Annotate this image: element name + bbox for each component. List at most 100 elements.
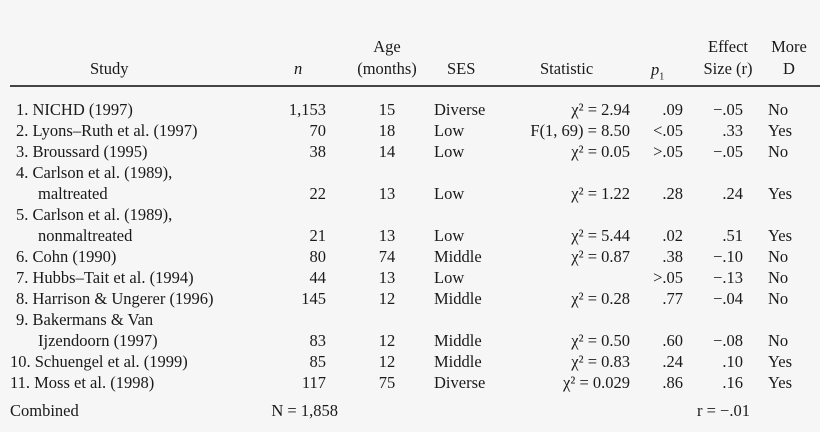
age-months: 74 xyxy=(378,247,396,266)
ses: Low xyxy=(434,268,465,287)
p-value: .60 xyxy=(662,331,683,350)
header-study: Study xyxy=(90,59,129,78)
effect-size: −.08 xyxy=(713,331,743,350)
effect-size: .24 xyxy=(722,184,743,203)
p-value: .86 xyxy=(662,373,683,392)
combined-n: N = 1,858 xyxy=(271,401,338,420)
sample-size: 70 xyxy=(309,121,327,140)
more-d: Yes xyxy=(768,121,793,140)
more-d: No xyxy=(768,247,789,266)
more-d: Yes xyxy=(768,184,793,203)
header-age-line2: (months) xyxy=(357,59,417,78)
header-rule xyxy=(10,85,820,87)
ses: Diverse xyxy=(434,373,486,392)
age-months: 13 xyxy=(378,226,396,245)
study-name: 2. Lyons–Ruth et al. (1997) xyxy=(16,121,198,140)
header-n: n xyxy=(294,59,303,78)
ses: Middle xyxy=(434,247,482,266)
more-d: No xyxy=(768,331,789,350)
study-name: 5. Carlson et al. (1989), xyxy=(16,205,173,224)
study-name-continued: maltreated xyxy=(38,184,108,203)
age-months: 75 xyxy=(378,373,396,392)
header-more-line2: D xyxy=(783,59,795,78)
p-value: .28 xyxy=(662,184,683,203)
sample-size: 117 xyxy=(301,373,326,392)
ses: Middle xyxy=(434,352,482,371)
p-value: >.05 xyxy=(653,142,683,161)
age-months: 14 xyxy=(378,142,396,161)
ses: Middle xyxy=(434,289,482,308)
age-months: 12 xyxy=(378,289,396,308)
more-d: Yes xyxy=(768,352,793,371)
age-months: 18 xyxy=(378,121,396,140)
header-ses: SES xyxy=(447,59,476,78)
header-more-line1: More xyxy=(771,37,807,56)
age-months: 13 xyxy=(378,184,396,203)
effect-size: .33 xyxy=(722,121,743,140)
ses: Low xyxy=(434,226,465,245)
statistic: χ² = 0.50 xyxy=(571,331,630,350)
sample-size: 21 xyxy=(309,226,327,245)
effect-size: −.10 xyxy=(713,247,743,266)
study-name: 4. Carlson et al. (1989), xyxy=(16,163,173,182)
sample-size: 22 xyxy=(309,184,327,203)
statistic: χ² = 0.029 xyxy=(563,373,630,392)
header-effect-line2: Size (r) xyxy=(703,59,753,78)
more-d: No xyxy=(768,142,789,161)
effect-size: −.05 xyxy=(713,142,743,161)
age-months: 12 xyxy=(378,352,396,371)
combined-effect: r = −.01 xyxy=(697,401,750,420)
ses: Diverse xyxy=(434,100,486,119)
p-value: .09 xyxy=(662,100,683,119)
statistic: χ² = 0.05 xyxy=(571,142,630,161)
study-name: 7. Hubbs–Tait et al. (1994) xyxy=(16,268,194,287)
statistic: χ² = 1.22 xyxy=(571,184,630,203)
p-value: <.05 xyxy=(653,121,683,140)
ses: Middle xyxy=(434,331,482,350)
study-name: 3. Broussard (1995) xyxy=(16,142,148,161)
p-value: >.05 xyxy=(653,268,683,287)
header-p: p1 xyxy=(651,60,665,83)
header-effect-line1: Effect xyxy=(707,37,748,56)
p-value: .38 xyxy=(662,247,683,266)
study-name: 11. Moss et al. (1998) xyxy=(10,373,155,392)
study-name: 6. Cohn (1990) xyxy=(16,247,117,266)
ses: Low xyxy=(434,184,465,203)
sample-size: 44 xyxy=(309,268,327,287)
header-age-line1: Age xyxy=(373,37,401,56)
study-name-continued: Ijzendoorn (1997) xyxy=(38,331,158,350)
ses: Low xyxy=(434,142,465,161)
sample-size: 145 xyxy=(301,289,326,308)
statistic: χ² = 0.83 xyxy=(571,352,630,371)
combined-label: Combined xyxy=(10,401,79,420)
more-d: No xyxy=(768,289,789,308)
p-value: .77 xyxy=(662,289,683,308)
statistic: F(1, 69) = 8.50 xyxy=(530,121,630,140)
more-d: Yes xyxy=(768,226,793,245)
sample-size: 38 xyxy=(309,142,327,161)
p-value: .02 xyxy=(662,226,683,245)
sample-size: 85 xyxy=(309,352,327,371)
statistic: χ² = 0.28 xyxy=(571,289,630,308)
sample-size: 1,153 xyxy=(288,100,326,119)
ses: Low xyxy=(434,121,465,140)
effect-size: −.04 xyxy=(713,289,743,308)
effect-size: .16 xyxy=(722,373,743,392)
p-value: .24 xyxy=(662,352,683,371)
more-d: No xyxy=(768,100,789,119)
sample-size: 80 xyxy=(309,247,327,266)
study-name: 10. Schuengel et al. (1999) xyxy=(10,352,188,371)
study-name-continued: nonmaltreated xyxy=(38,226,133,245)
age-months: 12 xyxy=(378,331,396,350)
study-name: 1. NICHD (1997) xyxy=(16,100,133,119)
study-name: 8. Harrison & Ungerer (1996) xyxy=(16,289,214,308)
statistic: χ² = 2.94 xyxy=(571,100,630,119)
effect-size: −.05 xyxy=(713,100,743,119)
more-d: Yes xyxy=(768,373,793,392)
effect-size: .10 xyxy=(722,352,743,371)
age-months: 13 xyxy=(378,268,396,287)
sample-size: 83 xyxy=(309,331,327,350)
header-statistic: Statistic xyxy=(540,59,594,78)
study-name: 9. Bakermans & Van xyxy=(16,310,154,329)
age-months: 15 xyxy=(378,100,396,119)
